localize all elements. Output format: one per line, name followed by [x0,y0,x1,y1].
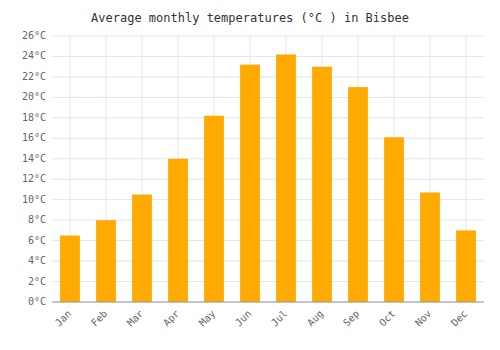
x-tick-label: Jul [269,308,290,329]
y-axis: 0°C 2°C 4°C 6°C 8°C 10°C 12°C 14°C 16°C 18°C 20°C 2… [22,30,46,307]
y-grid-line [52,220,484,221]
y-tick-label: 4°C [28,255,46,266]
bar [384,137,404,302]
chart-title: Average monthly temperatures (°C ) in Bi… [91,11,409,25]
bar [132,195,152,302]
grid [52,36,484,302]
chart-svg: Average monthly temperatures (°C ) in Bi… [0,0,500,350]
x-tick-label: Sep [341,308,362,329]
bar [312,67,332,302]
y-grid-line [52,117,484,118]
x-tick-label: Aug [305,308,326,329]
y-grid-line [52,281,484,282]
chart-container: Average monthly temperatures (°C ) in Bi… [0,0,500,350]
y-tick-label: 12°C [22,173,46,184]
y-tick-label: 2°C [28,276,46,287]
bar [168,159,188,302]
bar [240,65,260,302]
y-grid-line [52,158,484,159]
y-tick-label: 16°C [22,132,46,143]
y-tick-label: 10°C [22,194,46,205]
y-tick-label: 20°C [22,91,46,102]
bar [96,220,116,302]
y-grid-line [52,261,484,262]
y-tick-label: 6°C [28,235,46,246]
bar [456,230,476,302]
y-tick-label: 0°C [28,296,46,307]
y-tick-label: 26°C [22,30,46,41]
bar [60,236,80,303]
y-grid-line [52,36,484,37]
x-tick-label: Mar [125,308,146,329]
y-grid-line [52,179,484,180]
x-tick-label: Oct [377,308,398,329]
x-axis-line [52,302,484,303]
x-tick-label: May [197,308,218,329]
y-grid-line [52,138,484,139]
y-tick-label: 8°C [28,214,46,225]
x-tick-label: Nov [413,308,434,329]
y-grid-line [52,240,484,241]
y-grid-line [52,199,484,200]
y-grid-line [52,76,484,77]
x-axis: Jan Feb Mar Apr May Jun Jul Aug Sep Oct Nov Dec [53,308,470,329]
x-tick-label: Jun [233,308,254,329]
bar [276,54,296,302]
bar [348,87,368,302]
bars [60,54,476,302]
y-tick-label: 14°C [22,153,46,164]
bar [204,116,224,302]
y-tick-label: 24°C [22,50,46,61]
y-tick-label: 22°C [22,71,46,82]
x-tick-label: Jan [53,308,74,329]
y-tick-label: 18°C [22,112,46,123]
bar [420,193,440,302]
y-grid-line [52,302,484,303]
x-tick-label: Apr [161,308,182,329]
x-tick-label: Dec [449,308,470,329]
x-tick-label: Feb [89,308,110,329]
y-grid-line [52,56,484,57]
y-grid-line [52,97,484,98]
